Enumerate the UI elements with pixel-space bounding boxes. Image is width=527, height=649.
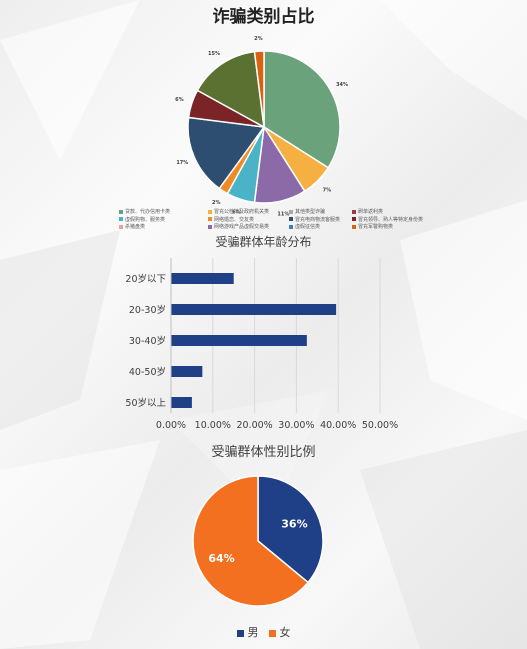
category-pie-slice-label-4: 2% [212, 200, 221, 206]
legend-label: 冒充领导、熟人等特定身份类 [358, 216, 424, 223]
legend-item: 冒充军警购物类 [352, 224, 393, 230]
legend-swatch [119, 209, 123, 214]
gender-pie-slice-label-0: 36% [281, 518, 307, 531]
gender-pie-slice-1 [192, 475, 310, 607]
bar-0 [171, 273, 234, 284]
legend-label: 虚假征信类 [295, 224, 321, 230]
category-pie-slice-label-5: 17% [176, 160, 188, 166]
gender-pie-slice-label-1: 64% [208, 552, 234, 565]
category-pie-slice-label-2: 11% [277, 212, 289, 218]
legend-item: 网络游戏产品虚假交易类 [208, 224, 269, 230]
x-tick-label: 40.00% [320, 420, 356, 431]
gender-pie-chart: 36% 64% [192, 475, 324, 607]
legend-swatch [352, 209, 356, 214]
category-pie-slice-label-6: 6% [175, 97, 184, 103]
legend-item: 冒充公检法及政府机关类 [208, 209, 269, 215]
legend-label: 网络游戏产品虚假交易类 [214, 224, 270, 230]
legend-label: 男 [247, 626, 259, 639]
legend-label: 虚假购物、服务类 [125, 216, 166, 223]
legend-swatch [289, 224, 293, 229]
x-tick-label: 50.00% [362, 420, 398, 431]
x-tick-label: 20.00% [236, 420, 272, 431]
legend-label: 刷单返利类 [358, 209, 384, 215]
legend-swatch [352, 217, 356, 221]
category-pie-slice-label-3: 6% [232, 209, 241, 215]
legend-swatch [289, 209, 293, 214]
y-category-label: 40-50岁 [129, 366, 166, 378]
legend-label: 冒充军警购物类 [358, 224, 394, 230]
legend-swatch [119, 224, 123, 229]
chart3-title: 受骗群体性别比例 [211, 445, 316, 460]
legend-item: 女 [268, 624, 291, 640]
category-pie-slice-7 [196, 50, 265, 129]
legend-swatch [268, 629, 276, 637]
x-tick-label: 0.00% [156, 420, 186, 431]
legend-label: 贷款、代办信用卡类 [125, 209, 171, 215]
legend-label: 杀猪盘类 [125, 224, 146, 230]
legend-swatch [289, 217, 293, 221]
legend-label: 网络婚恋、交友类 [214, 216, 255, 223]
y-category-label: 50岁以上 [125, 397, 166, 409]
legend-swatch [208, 217, 212, 221]
legend-item: 其他类型诈骗 [289, 209, 325, 215]
legend-label: 女 [279, 626, 291, 639]
category-pie-slice-label-7: 15% [208, 51, 220, 57]
category-pie-slice-label-1: 7% [323, 188, 332, 194]
legend-item: 冒充领导、熟人等特定身份类 [352, 217, 423, 223]
legend-swatch [119, 217, 123, 221]
chart1-title: 诈骗类别占比 [212, 7, 315, 27]
bar-1 [171, 304, 337, 315]
category-pie-slice-label-0: 34% [336, 82, 348, 88]
legend-item: 冒充电商物流客服类 [289, 217, 340, 223]
gender-pie-legend: 男女 [0, 624, 527, 640]
legend-item: 网络婚恋、交友类 [208, 217, 254, 223]
y-category-label: 20岁以下 [125, 273, 166, 285]
category-pie-slice-5 [187, 116, 266, 190]
legend-label: 其他类型诈骗 [295, 209, 326, 215]
chart2-title: 受骗群体年龄分布 [215, 235, 312, 249]
legend-label: 冒充公检法及政府机关类 [214, 209, 270, 215]
legend-swatch [208, 224, 212, 229]
legend-item: 贷款、代办信用卡类 [119, 209, 170, 215]
bar-3 [171, 366, 203, 377]
bar-4 [171, 397, 192, 408]
legend-item: 虚假征信类 [289, 224, 320, 230]
y-category-label: 30-40岁 [129, 335, 166, 347]
legend-item: 男 [236, 624, 259, 640]
legend-swatch [208, 209, 212, 214]
category-pie-slice-label-8: 2% [254, 36, 263, 42]
legend-label: 冒充电商物流客服类 [295, 216, 341, 223]
age-bar-chart: 0.00% 10.00% 20.00% 30.00% 40.00% 50.00% 20岁以下… [125, 258, 398, 431]
y-category-label: 20-30岁 [129, 304, 166, 316]
bar-2 [171, 335, 307, 346]
legend-item: 刷单返利类 [352, 209, 383, 215]
x-tick-label: 10.00% [195, 420, 231, 431]
legend-swatch [236, 629, 244, 637]
legend-item: 虚假购物、服务类 [119, 217, 165, 223]
legend-item: 杀猪盘类 [119, 224, 145, 230]
category-pie-slice-8 [253, 50, 265, 128]
legend-swatch [352, 224, 356, 229]
category-pie-chart: 34% 7% 11% 6% 2% 17% 6% 15% 2% [175, 36, 348, 218]
gender-pie-slice-0 [257, 475, 324, 584]
x-tick-label: 30.00% [278, 420, 314, 431]
